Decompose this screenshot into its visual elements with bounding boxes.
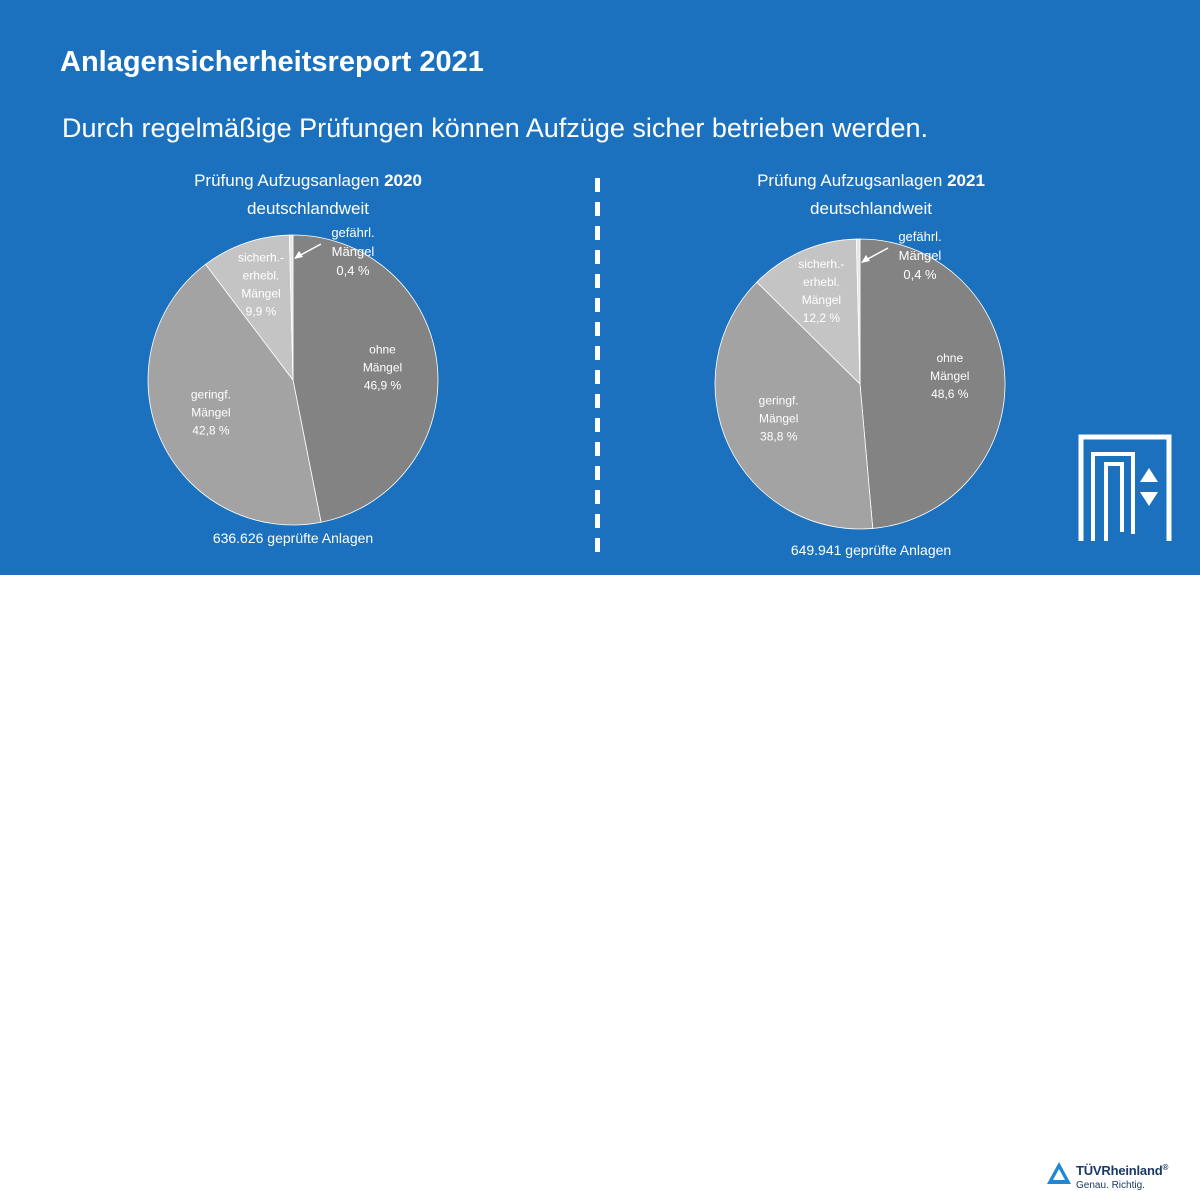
slice-label-line: sicherh.- — [798, 257, 844, 271]
chart-2020-heading-prefix: Prüfung Aufzugsanlagen — [194, 171, 385, 190]
slice-label-line: 9,9 % — [246, 304, 277, 318]
chart-2021-heading-prefix: Prüfung Aufzugsanlagen — [757, 171, 948, 190]
slice-label: ohne Mängel 46,9 % — [363, 342, 402, 392]
chart-2020-heading-line2: deutschlandweit — [247, 199, 369, 218]
pie-slice — [859, 238, 1006, 529]
brand-registered-mark: ® — [1162, 1163, 1169, 1172]
slice-label-line: 38,8 % — [760, 429, 798, 443]
slice-label: sicherh.- erhebl. Mängel 12,2 % — [798, 257, 844, 325]
pie-slice — [714, 281, 874, 530]
page-subtitle: Durch regelmäßige Prüfungen können Aufzü… — [62, 113, 929, 143]
brand-name-text: TÜVRheinland — [1076, 1163, 1163, 1178]
pie-chart-2021: ohne Mängel 48,6 % geringf. Mängel 38,8 % sich… — [714, 229, 1006, 530]
pie-slice — [205, 234, 294, 382]
slice-label-line: Mängel — [332, 244, 375, 259]
chart-2020-heading: Prüfung Aufzugsanlagen 2020 deutschlandw… — [128, 167, 488, 223]
slice-label-line: erhebl. — [243, 268, 280, 282]
footer: TÜVRheinland® Genau. Richtig. — [0, 575, 1200, 1191]
pie-slice — [855, 238, 861, 385]
chart-2021-heading: Prüfung Aufzugsanlagen 2021 deutschlandw… — [691, 167, 1051, 223]
slice-label-line: Mängel — [759, 411, 798, 425]
tuv-triangle-icon — [1047, 1162, 1071, 1184]
slice-label-line: Mängel — [241, 286, 280, 300]
page-title: Anlagensicherheitsreport 2021 — [60, 46, 484, 78]
pie-slice — [292, 234, 439, 523]
slice-label-line: ohne — [369, 342, 396, 356]
chart-2021-total: 649.941 geprüfte Anlagen — [790, 542, 952, 558]
slice-label: geringf. Mängel 38,8 % — [759, 393, 799, 443]
slice-label-line: Mängel — [930, 369, 969, 383]
slice-label-line: gefährl. — [898, 229, 941, 244]
chart-2021-heading-line2: deutschlandweit — [810, 199, 932, 218]
slice-label: gefährl. Mängel 0,4 % — [331, 225, 374, 278]
pie-slice — [756, 238, 861, 385]
slice-label-line: Mängel — [191, 406, 230, 420]
slice-label-line: gefährl. — [331, 225, 374, 240]
chart-2020-heading-year: 2020 — [384, 171, 422, 190]
slice-label-line: 12,2 % — [803, 311, 841, 325]
pie-slice — [288, 234, 294, 381]
brand-slogan: Genau. Richtig. — [1076, 1180, 1145, 1191]
slice-label-line: Mängel — [802, 293, 841, 307]
slice-label-line: sicherh.- — [238, 250, 284, 264]
dashed-divider — [595, 178, 600, 556]
slice-label-line: 48,6 % — [931, 387, 969, 401]
brand-name: TÜVRheinland® — [1076, 1163, 1168, 1178]
slice-label-line: 46,9 % — [364, 378, 402, 392]
slice-label-line: Mängel — [899, 248, 942, 263]
slice-label: ohne Mängel 48,6 % — [930, 351, 969, 401]
report-panel: Anlagensicherheitsreport 2021 Durch rege… — [0, 0, 1200, 575]
slice-label-line: 0,4 % — [336, 263, 370, 278]
slice-label-line: 42,8 % — [192, 424, 230, 438]
pie-slice — [147, 263, 322, 526]
slice-label: sicherh.- erhebl. Mängel 9,9 % — [238, 250, 284, 318]
leader-arrow — [861, 255, 870, 263]
slice-label-line: geringf. — [191, 388, 231, 402]
slice-label-line: 0,4 % — [903, 267, 937, 282]
slice-label-line: Mängel — [363, 360, 402, 374]
slice-label-line: erhebl. — [803, 275, 840, 289]
slice-label-line: ohne — [936, 351, 963, 365]
chart-2020-total: 636.626 geprüfte Anlagen — [212, 530, 374, 546]
leader-arrow — [294, 251, 303, 259]
elevator-icon — [1078, 434, 1172, 541]
chart-2021-heading-year: 2021 — [947, 171, 985, 190]
slice-label: geringf. Mängel 42,8 % — [191, 388, 231, 438]
pie-chart-2020: ohne Mängel 46,9 % geringf. Mängel 42,8 % sich… — [147, 225, 439, 526]
slice-label: gefährl. Mängel 0,4 % — [898, 229, 941, 282]
slice-label-line: geringf. — [759, 393, 799, 407]
